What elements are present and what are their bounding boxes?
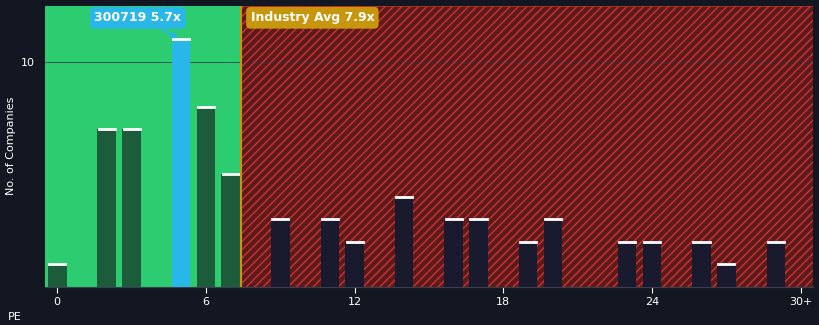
Bar — [642, 242, 660, 287]
Bar — [197, 107, 215, 287]
Bar — [444, 219, 463, 287]
Bar — [468, 219, 487, 287]
Bar — [221, 175, 240, 287]
Bar — [240, 6, 812, 287]
Bar — [97, 129, 116, 287]
Bar — [691, 242, 710, 287]
Bar — [240, 6, 812, 287]
Y-axis label: No. of Companies: No. of Companies — [6, 97, 16, 195]
Bar — [543, 219, 562, 287]
Bar — [766, 242, 784, 287]
Bar — [617, 242, 636, 287]
Bar — [172, 39, 190, 287]
Text: Industry Avg 7.9x: Industry Avg 7.9x — [250, 11, 373, 24]
Text: 300719 5.7x: 300719 5.7x — [94, 11, 181, 37]
Bar — [345, 242, 364, 287]
Bar — [320, 219, 339, 287]
Bar — [270, 219, 289, 287]
Bar — [45, 6, 240, 287]
Text: PE: PE — [8, 312, 22, 322]
Bar — [122, 129, 141, 287]
Bar — [48, 265, 66, 287]
Bar — [716, 265, 735, 287]
Bar — [395, 197, 413, 287]
Bar — [518, 242, 536, 287]
